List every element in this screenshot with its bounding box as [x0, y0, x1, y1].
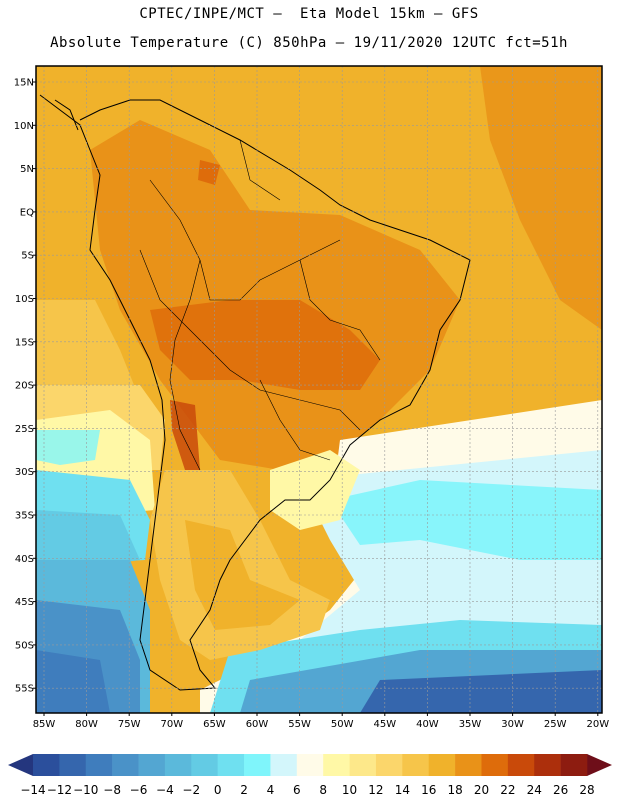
colorbar-cell: [138, 754, 166, 776]
colorbar-label: 12: [368, 783, 383, 797]
colorbar-cell: [560, 754, 588, 776]
lon-label: 50W: [331, 719, 354, 730]
lat-label: 45S: [15, 597, 34, 608]
colorbar-cell: [33, 754, 60, 776]
lon-label: 85W: [33, 719, 56, 730]
lat-label: 20S: [15, 381, 34, 392]
lon-label: 60W: [246, 719, 269, 730]
colorbar-label: 28: [579, 783, 594, 797]
colorbar-cell: [85, 754, 113, 776]
lat-label: 50S: [15, 640, 34, 651]
lon-label: 20W: [586, 719, 609, 730]
lon-label: 40W: [416, 719, 439, 730]
colorbar-cell: [375, 754, 403, 776]
coastlines: [39, 94, 471, 691]
lon-label: 55W: [288, 719, 311, 730]
country-borders: [139, 139, 381, 471]
lat-label: 40S: [15, 554, 34, 565]
lat-label: 15N: [14, 78, 34, 89]
lon-label: 30W: [501, 719, 524, 730]
lat-label: 5N: [20, 164, 34, 175]
colorbar-cell: [59, 754, 87, 776]
lon-label: 65W: [203, 719, 226, 730]
pacific-warm: [36, 300, 140, 400]
colorbar-label: 26: [553, 783, 568, 797]
colorbar-cell: [164, 754, 192, 776]
lat-label: 25S: [15, 424, 34, 435]
lon-label: 80W: [75, 719, 98, 730]
colorbar-cell: [244, 754, 271, 776]
colorbar-label: 10: [342, 783, 357, 797]
longitude-labels: 85W 80W 75W 70W 65W 60W 55W 50W 45W 40W 35W 30W 25W 2…: [33, 713, 609, 730]
colorbar-label: −2: [182, 783, 200, 797]
lat-label: 30S: [15, 467, 34, 478]
temperature-field: [36, 66, 602, 713]
map-frame: [35, 65, 603, 714]
lon-label: 35W: [459, 719, 482, 730]
colorbar-arrow-low: [8, 754, 33, 776]
colorbar-cell: [112, 754, 139, 776]
colorbar-label: −14: [20, 783, 45, 797]
lon-label: 25W: [544, 719, 567, 730]
colorbar-label: 14: [395, 783, 410, 797]
colorbar-label: 16: [421, 783, 436, 797]
lon-label: 45W: [373, 719, 396, 730]
colorbar-label: −4: [156, 783, 174, 797]
latitude-labels: 15N 10N 5N EQ 5S 10S 15S 20S 25S 30S 35S 40S 45S 50S 5…: [14, 78, 36, 695]
colorbar-labels: −14 −12 −10 −8 −6 −4 −2 0 2 4 6 8 10 12 14 16 18 20 22 24 26…: [20, 783, 594, 797]
lat-label: 55S: [15, 684, 34, 695]
colorbar-label: 8: [319, 783, 327, 797]
colorbar-cell: [534, 754, 561, 776]
lon-label: 70W: [160, 719, 183, 730]
colorbar-label: 20: [474, 783, 489, 797]
colorbar-cell: [349, 754, 377, 776]
colorbar-label: −6: [130, 783, 148, 797]
colorbar-cell: [402, 754, 430, 776]
colorbar-cell: [481, 754, 509, 776]
lat-label: 15S: [15, 337, 34, 348]
lat-label: 5S: [21, 251, 34, 262]
map-title-line1: CPTEC/INPE/MCT – Eta Model 15km – GFS: [139, 6, 479, 22]
colorbar-cell: [217, 754, 245, 776]
colorbar-label: 18: [447, 783, 462, 797]
lon-label: 75W: [118, 719, 141, 730]
colorbar-cell: [455, 754, 482, 776]
colorbar-label: 6: [293, 783, 301, 797]
colorbar-cell: [323, 754, 350, 776]
lat-label: 10N: [14, 121, 34, 132]
colorbar-label: −12: [47, 783, 72, 797]
colorbar-label: 4: [267, 783, 275, 797]
colorbar-label: 2: [240, 783, 248, 797]
colorbar-cells: [33, 754, 588, 776]
lat-label: 35S: [15, 511, 34, 522]
colorbar-cell: [270, 754, 298, 776]
colorbar-label: 22: [500, 783, 515, 797]
lat-label: 10S: [15, 294, 34, 305]
map-title-line2: Absolute Temperature (C) 850hPa – 19/11/…: [50, 35, 568, 51]
continent-warm-core: [90, 120, 460, 470]
colorbar-cell: [428, 754, 456, 776]
colorbar-label: 24: [527, 783, 542, 797]
colorbar-arrow-high: [587, 754, 612, 776]
lat-label: EQ: [20, 207, 34, 218]
colorbar-cell: [296, 754, 324, 776]
colorbar-label: 0: [214, 783, 222, 797]
temperature-map: 15N 10N 5N EQ 5S 10S 15S 20S 25S 30S 35S 40S 45S 50S 5…: [14, 65, 609, 730]
colorbar: −14 −12 −10 −8 −6 −4 −2 0 2 4 6 8 10 12 14 16 18 20 22 24 26…: [8, 754, 612, 797]
colorbar-cell: [507, 754, 535, 776]
colorbar-label: −8: [103, 783, 121, 797]
colorbar-cell: [191, 754, 218, 776]
colorbar-label: −10: [73, 783, 98, 797]
